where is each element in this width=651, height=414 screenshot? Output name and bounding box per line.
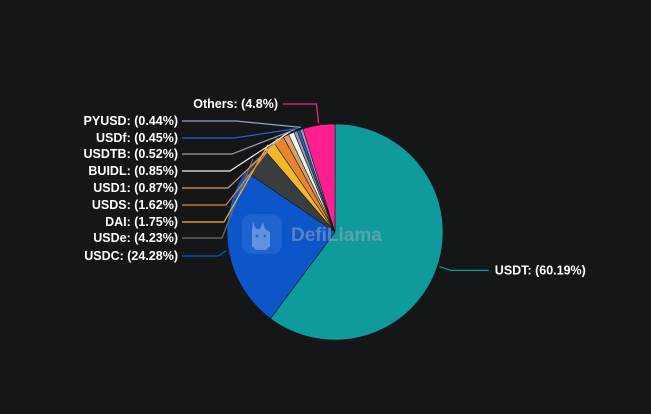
slice-label-usde: USDe: (4.23%) bbox=[93, 231, 178, 245]
leader-line-usdtb bbox=[182, 129, 296, 155]
leader-line-usdc bbox=[182, 249, 227, 257]
leader-line-buidl bbox=[182, 130, 291, 172]
slice-label-usdf: USDf: (0.45%) bbox=[96, 131, 178, 145]
slice-label-pyusd: PYUSD: (0.44%) bbox=[84, 114, 178, 128]
slice-labels: USDT: (60.19%) USDC: (24.28%) USDe: (4.23%… bbox=[84, 97, 586, 277]
watermark-text: DefiLlama bbox=[291, 225, 382, 246]
leader-line-usdt bbox=[439, 266, 489, 271]
slice-label-usdc: USDC: (24.28%) bbox=[84, 249, 178, 263]
defillama-watermark: DefiLlama bbox=[242, 214, 382, 254]
pie-slice-usdt[interactable] bbox=[270, 123, 444, 341]
slice-label-usdt: USDT: (60.19%) bbox=[495, 263, 586, 277]
slice-label-others: Others: (4.8%) bbox=[193, 97, 278, 111]
pie-slice-others[interactable] bbox=[302, 123, 336, 233]
leader-line-usdf bbox=[182, 127, 299, 139]
slice-label-usdtb: USDTB: (0.52%) bbox=[84, 147, 178, 161]
llama-logo-icon bbox=[242, 214, 282, 254]
slice-label-usd1: USD1: (0.87%) bbox=[93, 181, 178, 195]
leader-line-usds bbox=[182, 137, 279, 206]
leader-line-usd1 bbox=[182, 133, 286, 189]
leader-line-pyusd bbox=[182, 120, 301, 128]
leader-line-others bbox=[283, 103, 320, 124]
slice-label-dai: DAI: (1.75%) bbox=[105, 215, 178, 229]
leader-line-usde bbox=[182, 158, 254, 239]
slice-label-usds: USDS: (1.62%) bbox=[92, 198, 178, 212]
pie-slices bbox=[226, 123, 444, 341]
slice-label-buidl: BUIDL: (0.85%) bbox=[88, 164, 178, 178]
label-leader-lines bbox=[182, 103, 489, 271]
